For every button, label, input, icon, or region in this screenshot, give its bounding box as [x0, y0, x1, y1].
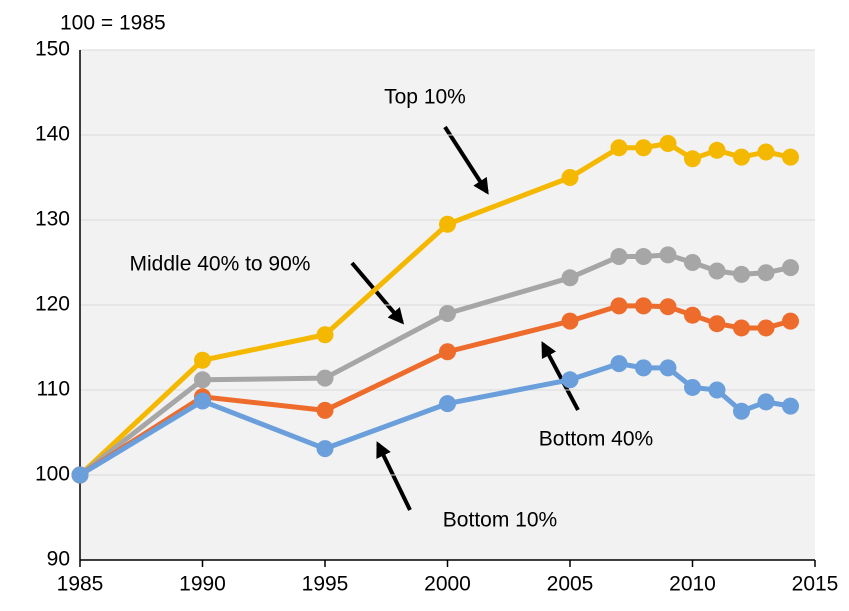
point: [782, 148, 799, 166]
series-label: Bottom 40%: [539, 428, 653, 451]
point: [439, 343, 456, 361]
point: [635, 248, 652, 266]
point: [194, 351, 211, 369]
point: [635, 297, 652, 315]
point: [757, 393, 775, 411]
point: [659, 359, 677, 377]
point: [439, 215, 456, 233]
point: [684, 254, 701, 271]
point: [610, 297, 628, 315]
point: [659, 135, 677, 152]
point: [684, 306, 701, 324]
x-tick-label: 2000: [424, 573, 471, 596]
point: [610, 139, 628, 157]
point: [733, 148, 750, 166]
y-tick-label: 130: [35, 208, 70, 231]
x-tick-label: 1985: [57, 573, 104, 596]
point: [439, 305, 456, 322]
series-label: Top 10%: [384, 86, 466, 109]
point: [684, 378, 701, 396]
point: [659, 298, 677, 316]
point: [561, 371, 579, 389]
arrow: [443, 125, 489, 195]
point: [708, 381, 726, 399]
point: [733, 402, 750, 420]
arrow: [541, 341, 580, 411]
y-tick-label: 90: [47, 548, 70, 571]
arrows: [350, 125, 580, 511]
point: [708, 315, 726, 333]
point: [659, 246, 677, 264]
series-label: Middle 40% to 90%: [130, 253, 311, 276]
point: [316, 440, 334, 458]
point: [194, 371, 211, 389]
x-tick-label: 1995: [302, 573, 349, 596]
y-tick-label: 110: [37, 378, 70, 401]
x-tick-label: 2015: [792, 573, 839, 596]
arrow: [350, 261, 405, 325]
y-tick-label: 150: [35, 38, 70, 61]
point: [782, 259, 799, 277]
point: [757, 319, 775, 337]
point: [757, 143, 775, 161]
point: [610, 355, 628, 373]
point: [782, 312, 799, 330]
point: [610, 248, 628, 266]
point: [708, 262, 726, 280]
point: [316, 369, 334, 387]
point: [733, 265, 750, 283]
y-tick-label: 140: [35, 123, 70, 146]
y-tick-label: 120: [35, 293, 70, 316]
x-tick-label: 2010: [669, 573, 716, 596]
point: [684, 150, 701, 168]
point: [561, 169, 579, 186]
point: [561, 312, 579, 330]
point: [561, 269, 579, 287]
x-tick-label: 1990: [179, 573, 226, 596]
point: [316, 326, 334, 344]
y-tick-label: 100: [35, 463, 70, 486]
point: [194, 392, 211, 410]
point: [635, 359, 652, 377]
point: [733, 319, 750, 337]
point: [757, 264, 775, 282]
point: [439, 395, 456, 413]
point: [71, 466, 89, 484]
point: [316, 401, 334, 419]
point: [708, 141, 726, 159]
y-axis-label: 100 = 1985: [60, 12, 166, 35]
arrow: [376, 441, 412, 511]
point: [782, 397, 799, 415]
series-label: Bottom 10%: [443, 509, 557, 532]
x-tick-label: 2005: [547, 573, 594, 596]
point: [635, 139, 652, 157]
